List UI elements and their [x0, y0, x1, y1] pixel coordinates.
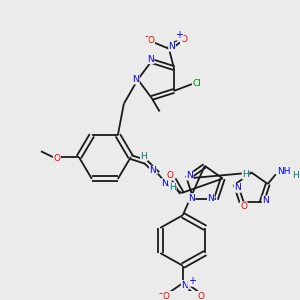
Text: N: N — [186, 171, 193, 180]
Text: N: N — [182, 280, 188, 290]
Text: H: H — [292, 171, 299, 180]
Text: N: N — [147, 55, 154, 64]
Text: H: H — [140, 152, 147, 160]
Text: O: O — [162, 292, 169, 300]
Text: N: N — [161, 179, 168, 188]
Text: +: + — [188, 276, 196, 286]
Text: N: N — [169, 42, 175, 51]
Text: N: N — [208, 194, 214, 203]
Text: NH: NH — [277, 167, 290, 176]
Text: O: O — [197, 292, 204, 300]
Text: H: H — [169, 183, 176, 192]
Text: -: - — [159, 288, 163, 298]
Text: O: O — [148, 37, 154, 46]
Text: O: O — [180, 34, 188, 43]
Text: O: O — [53, 154, 60, 163]
Text: -: - — [144, 31, 148, 41]
Text: O: O — [240, 202, 247, 211]
Text: N: N — [132, 75, 139, 84]
Text: Cl: Cl — [193, 79, 201, 88]
Text: +: + — [175, 30, 183, 40]
Text: H: H — [242, 170, 249, 179]
Text: O: O — [166, 171, 173, 180]
Text: N: N — [234, 183, 241, 192]
Text: N: N — [149, 166, 156, 175]
Text: N: N — [188, 194, 195, 203]
Text: N: N — [262, 196, 269, 205]
